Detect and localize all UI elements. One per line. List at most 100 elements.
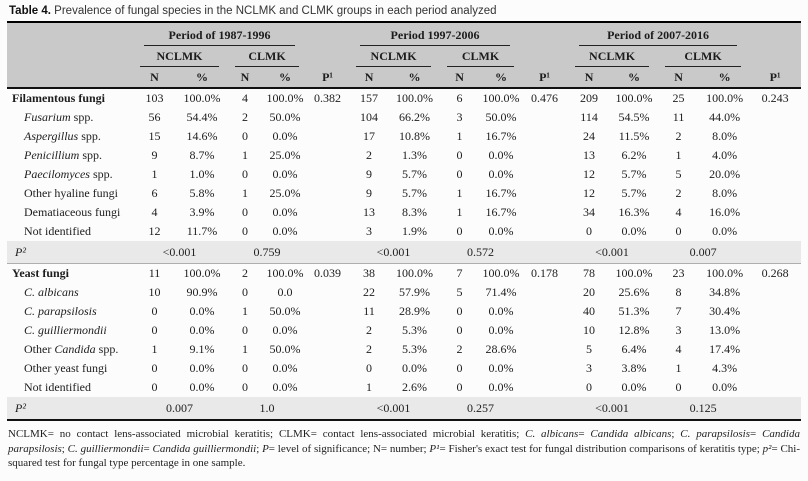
table-caption: Prevalence of fungal species in the NCLM… [54, 5, 497, 17]
data-cell: 1 [151, 342, 158, 356]
table-row: Penicillium spp. 9 8.7% 1 25.0% 2 1.3% 0 0.0% 13 6… [7, 146, 801, 165]
pvalue-spacer [749, 397, 802, 421]
row-label: Filamentous fungi [12, 91, 106, 105]
row-label: Other Candida spp. [24, 342, 119, 356]
data-cell: 0.0% [189, 304, 215, 318]
data-cell: 4.3% [712, 361, 738, 375]
data-cell: 0 [242, 380, 248, 394]
header-spacer [749, 21, 802, 46]
data-cell: 17 [363, 129, 376, 143]
data-cell [749, 222, 801, 241]
pvalue-cell: 0.007 [132, 397, 227, 421]
pvalue-cell: 0.257 [439, 397, 523, 421]
data-cell [522, 340, 567, 359]
pvalue-row-label: P² [7, 241, 132, 264]
pvalue-cell: <0.001 [567, 397, 658, 421]
data-cell [522, 283, 567, 302]
data-cell: 8.0% [712, 186, 738, 200]
data-cell: 0.0% [488, 167, 514, 181]
data-cell: 28.6% [485, 342, 517, 356]
row-label: Penicillium spp. [24, 148, 102, 162]
data-cell [749, 165, 801, 184]
table-number: Table 4. [9, 5, 51, 17]
data-cell: 4 [675, 205, 682, 219]
data-cell: 50.0% [269, 110, 301, 124]
pvalue-cell: <0.001 [567, 241, 658, 264]
data-cell: 2 [675, 129, 682, 143]
data-cell [307, 146, 348, 165]
data-cell: 0.0% [272, 129, 298, 143]
footnote-italic-segment: P [262, 442, 269, 455]
column-header-row: N % N % P¹ N % N % P¹ N % N % P¹ [7, 67, 802, 89]
data-cell: 24 [583, 129, 596, 143]
data-cell: 100.0% [615, 91, 653, 105]
group-label: NCLMK [140, 49, 219, 67]
data-cell [749, 283, 801, 302]
data-cell: 5.7% [402, 186, 428, 200]
data-cell [522, 378, 567, 397]
pvalue-cell: 0.572 [439, 241, 523, 264]
data-cell [749, 321, 801, 340]
pvalue-row-label: P² [7, 397, 132, 421]
data-cell: 2 [242, 266, 248, 280]
table-row: Not identified 12 11.7% 0 0.0% 3 1.9% 0 0.0% 0 0.0… [7, 222, 801, 241]
period-label: Period 1997-2006 [360, 28, 511, 46]
data-cell: 2 [366, 323, 373, 337]
data-cell [307, 203, 348, 222]
data-cell: 54.5% [618, 110, 650, 124]
data-cell: 0.0% [488, 148, 514, 162]
table-row: Aspergillus spp. 15 14.6% 0 0.0% 17 10.8% 1 16.7… [7, 127, 801, 146]
data-cell: 0 [456, 323, 463, 337]
pvalue-spacer [522, 397, 568, 421]
data-cell: 157 [360, 91, 379, 105]
data-cell: 5.8% [189, 186, 215, 200]
data-cell: 38 [363, 266, 376, 280]
data-cell: 16.3% [618, 205, 650, 219]
period-label: Period of 1987-1996 [144, 28, 296, 46]
data-cell: 2 [675, 186, 682, 200]
data-cell: 0 [586, 224, 593, 238]
data-cell: 11 [672, 110, 685, 124]
data-cell [307, 321, 348, 340]
data-cell: 12 [583, 167, 596, 181]
col-header-n: N [348, 67, 391, 89]
data-cell: 2.6% [402, 380, 428, 394]
data-cell [522, 184, 567, 203]
row-label: Aspergillus spp. [24, 129, 101, 143]
data-cell: 78 [583, 266, 596, 280]
group-header-clmk: CLMK [227, 46, 308, 67]
data-cell: 5.7% [621, 167, 647, 181]
col-header-p1: P¹ [522, 67, 568, 89]
header-spacer [749, 46, 802, 67]
data-cell: 22 [363, 285, 376, 299]
footnote: NCLMK= no contact lens-associated microb… [7, 427, 801, 471]
col-header-pct: % [177, 67, 227, 89]
data-cell: 51.3% [618, 304, 650, 318]
data-cell: 0.0% [272, 323, 298, 337]
row-label: C. guilliermondii [24, 323, 107, 337]
group-header-clmk: CLMK [657, 46, 750, 67]
data-cell: 3.9% [189, 205, 215, 219]
data-cell: 11 [148, 266, 161, 280]
data-cell: 0.0 [277, 285, 293, 299]
data-cell [522, 321, 567, 340]
data-cell: 0 [675, 380, 682, 394]
data-cell: 0 [456, 304, 463, 318]
footnote-segment: = [143, 442, 153, 455]
data-cell: 14.6% [186, 129, 218, 143]
data-cell: 0.243 [761, 91, 789, 105]
footnote-segment: = Fisher's exact test for fungal distrib… [439, 442, 763, 455]
data-cell: 0 [151, 380, 158, 394]
col-header-p1: P¹ [749, 67, 802, 89]
data-cell: 10 [583, 323, 596, 337]
table-row: Yeast fungi 11 100.0% 2 100.0% 0.039 38 100.0% 7… [7, 264, 801, 284]
data-cell: 0.0% [488, 361, 514, 375]
data-cell [522, 302, 567, 321]
data-cell: 100.0% [396, 91, 434, 105]
col-header-n: N [227, 67, 263, 89]
col-header-pct: % [611, 67, 658, 89]
footnote-italic-segment: C. guilliermondii [67, 442, 144, 455]
data-cell: 23 [672, 266, 685, 280]
data-cell [522, 146, 567, 165]
data-cell [307, 340, 348, 359]
